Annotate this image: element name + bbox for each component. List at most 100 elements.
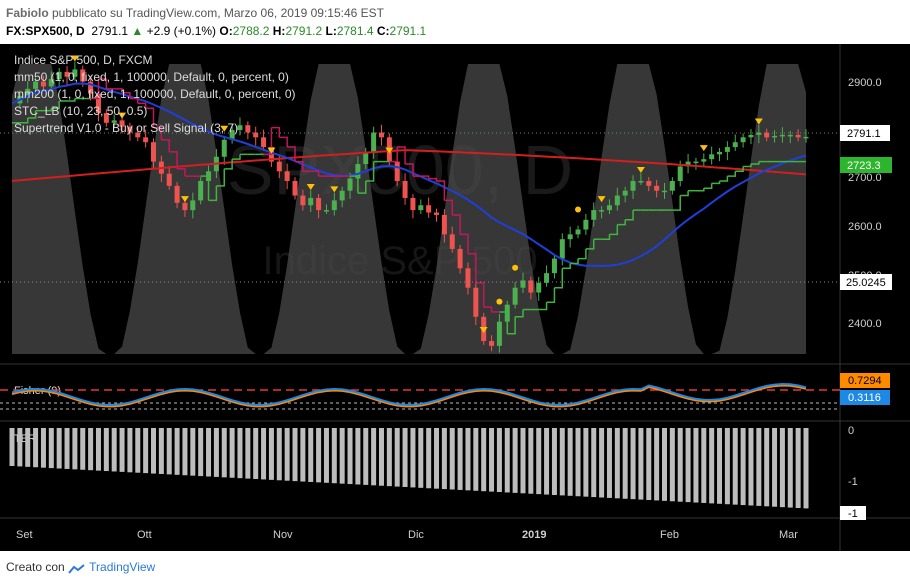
fisher-tag-high: 0.7294 [848, 375, 882, 387]
chart-area[interactable]: SPX500, D Indice S&P 500 Indice S&P 500,… [0, 44, 910, 551]
histogram-bar [261, 428, 267, 480]
histogram-bar [426, 428, 432, 489]
candle-body [740, 137, 746, 143]
supertrend-segment [279, 136, 288, 148]
supertrend-segment [420, 175, 430, 179]
chart-canvas[interactable]: SPX500, D Indice S&P 500 Indice S&P 500,… [0, 44, 910, 551]
candle-body [245, 125, 251, 133]
supertrend-segment [703, 183, 713, 190]
candle-body [606, 205, 612, 211]
histogram-bar [111, 428, 117, 472]
histogram-bar [709, 428, 715, 504]
fisher-line [11, 382, 807, 406]
candle-body [33, 81, 39, 89]
histogram-bar [316, 428, 322, 483]
supertrend-segment [161, 139, 170, 152]
supertrend-segment [428, 177, 438, 181]
buy-signal-icon [496, 298, 503, 305]
candle-body [316, 197, 322, 211]
histogram-bar [284, 428, 290, 481]
candle-body [135, 132, 141, 138]
stc-tag: 25.0245 [846, 277, 886, 289]
candle-body [567, 234, 573, 240]
candle-body [410, 197, 416, 211]
histogram-bar [135, 428, 141, 473]
histogram-bar [386, 428, 392, 487]
legend: Indice S&P 500, D, FXCM mm50 (1, 0, fixe… [14, 53, 296, 135]
supertrend-segment [625, 210, 634, 221]
histogram-bar [323, 428, 329, 483]
histogram-bar [151, 428, 157, 474]
time-axis[interactable]: Set Ott Nov Dic 2019 Feb Mar [16, 529, 798, 541]
histogram-bar [174, 428, 180, 475]
supertrend-segment [546, 287, 556, 303]
supertrend-segment [483, 306, 493, 312]
candle-body [614, 195, 620, 206]
histogram-bar [599, 428, 605, 498]
candle-body [717, 151, 723, 155]
candle-body [441, 214, 447, 235]
histogram-bar [528, 428, 534, 494]
candle-body [685, 161, 691, 167]
histogram-bar [182, 428, 188, 476]
histogram-bar [64, 428, 70, 469]
candle-body [732, 142, 738, 148]
supertrend-segment [460, 233, 469, 254]
supertrend-segment [389, 147, 398, 163]
histogram-bar [567, 428, 573, 496]
sell-signal-icon [180, 196, 189, 203]
time-label: Nov [273, 529, 293, 541]
candles [17, 61, 809, 353]
histogram-bar [331, 428, 337, 484]
candle-body [402, 181, 408, 198]
candle-body [693, 161, 699, 164]
candle-body [473, 287, 479, 317]
histogram-bar [95, 428, 101, 471]
histogram-bar [158, 428, 164, 474]
supertrend-segment [515, 309, 524, 318]
histogram-bar [646, 428, 652, 501]
histogram-bar [418, 428, 424, 488]
legend-stc[interactable]: STC_LB (10, 23, 50, 0.5) [14, 104, 147, 118]
histogram-bar [276, 428, 282, 481]
symbol-label: FX:SPX500, D [6, 24, 85, 38]
legend-title[interactable]: Indice S&P 500, D, FXCM [14, 53, 153, 67]
candle-body [119, 120, 125, 127]
histogram-bar [795, 428, 801, 508]
histogram [9, 428, 809, 509]
time-label: Dic [408, 529, 424, 541]
histogram-bar [677, 428, 683, 502]
candle-body [677, 166, 683, 181]
supertrend-segment [51, 100, 60, 109]
price-axis[interactable]: 2900.0 2700.0 2600.0 2500.0 2400.0 [848, 77, 882, 330]
supertrend-segment [114, 88, 123, 93]
last-price-tag: 2791.1 [847, 128, 881, 140]
author-name[interactable]: Fabiolo [6, 6, 49, 20]
supertrend-segment [67, 98, 76, 102]
candle-body [559, 239, 565, 259]
legend-mm50[interactable]: mm50 (1, 0, fixed, 1, 100000, Default, 0… [14, 70, 289, 84]
legend-supertrend[interactable]: Supertrend V1.0 - Buy or Sell Signal (3,… [14, 121, 238, 135]
lower-label[interactable]: TER [14, 433, 36, 445]
histogram-bar [520, 428, 526, 494]
supertrend-segment [719, 176, 729, 182]
price-tick: 2600.0 [848, 221, 882, 233]
histogram-bar [434, 428, 440, 489]
buy-signal-icon [575, 206, 582, 213]
supertrend-segment [617, 219, 626, 226]
candle-body [253, 132, 259, 138]
candle-body [229, 130, 235, 140]
supertrend-segment [680, 190, 689, 197]
lower-tag: -1 [848, 508, 858, 520]
histogram-bar [441, 428, 447, 490]
fisher-tag-low: 0.3116 [848, 392, 881, 404]
legend-mm200[interactable]: mm200 (1, 0, fixed, 1, 100000, Default, … [14, 87, 296, 101]
histogram-bar [33, 428, 39, 468]
high-label: H: [272, 24, 286, 38]
supertrend-segment [357, 181, 367, 194]
histogram-bar [701, 428, 707, 503]
supertrend-segment [507, 316, 516, 335]
indicator-lines [11, 78, 807, 335]
supertrend-segment [601, 234, 611, 240]
tradingview-brand[interactable]: TradingView [89, 560, 156, 574]
